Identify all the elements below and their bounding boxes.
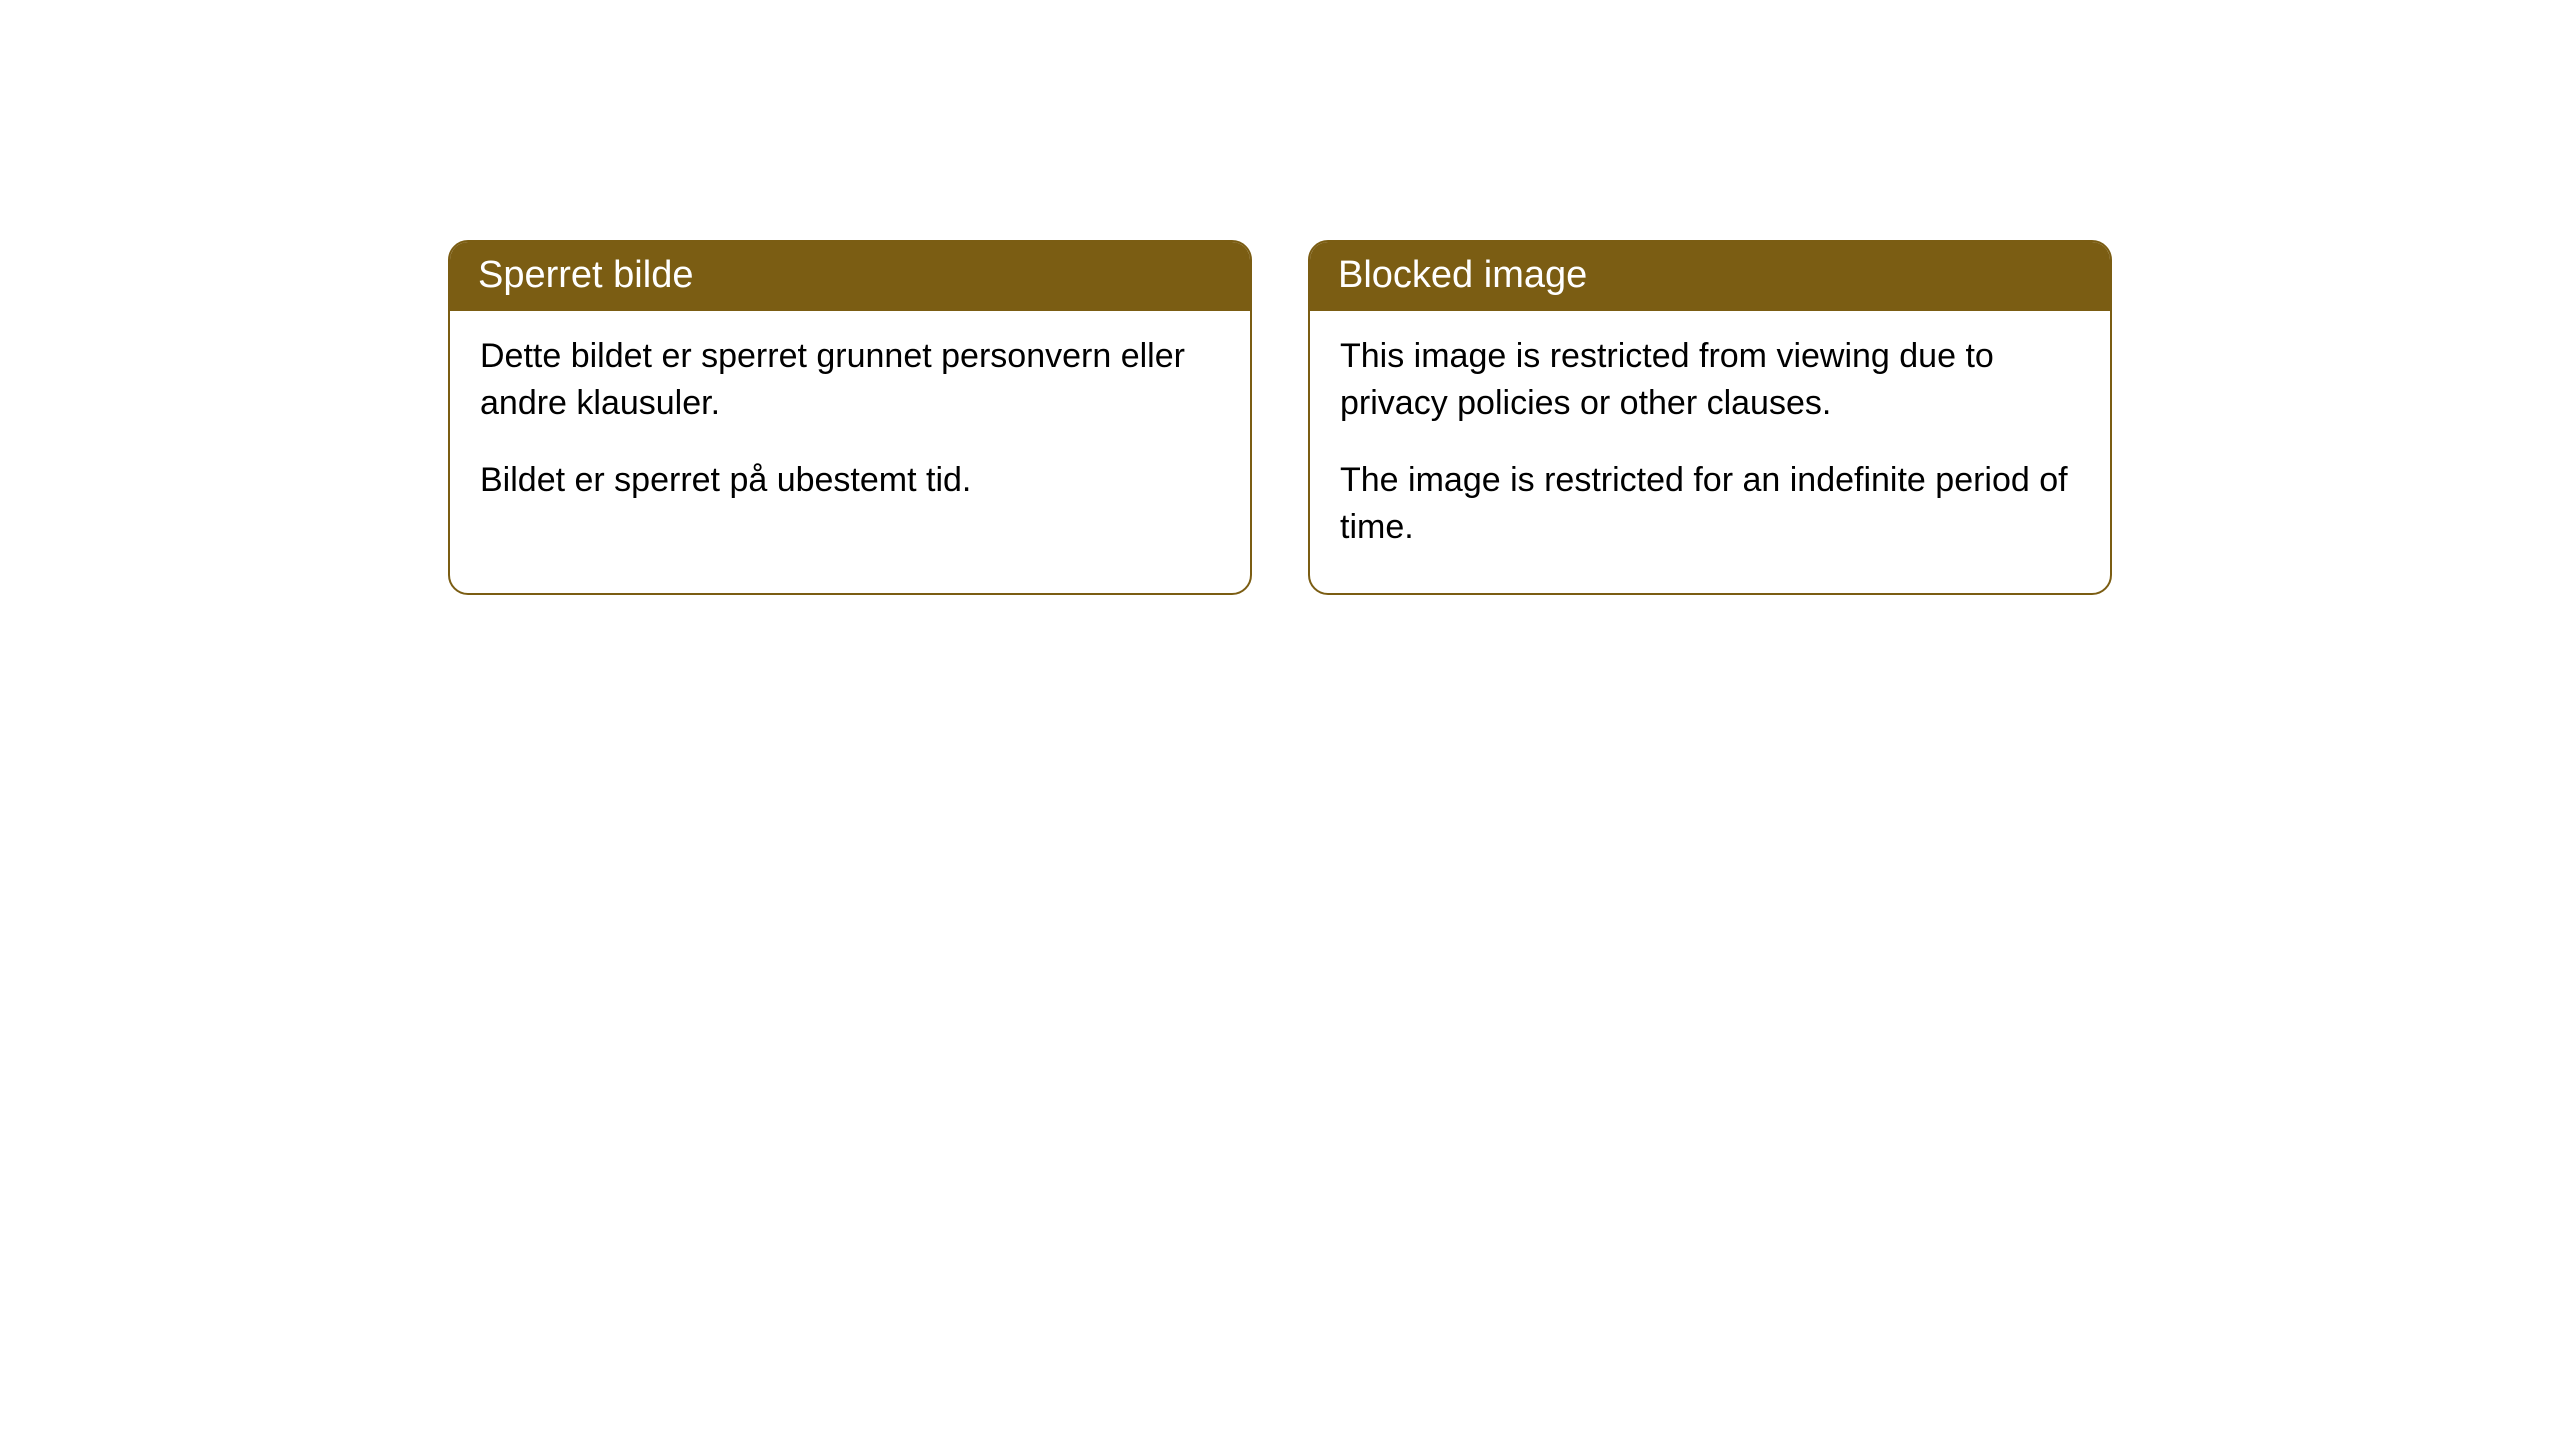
card-header: Blocked image	[1310, 242, 2110, 311]
card-paragraph: The image is restricted for an indefinit…	[1340, 457, 2080, 551]
card-header: Sperret bilde	[450, 242, 1250, 311]
card-body: Dette bildet er sperret grunnet personve…	[450, 311, 1250, 546]
card-title: Blocked image	[1338, 254, 1587, 296]
notice-cards-container: Sperret bilde Dette bildet er sperret gr…	[0, 0, 2560, 595]
card-title: Sperret bilde	[478, 254, 693, 296]
card-body: This image is restricted from viewing du…	[1310, 311, 2110, 593]
card-paragraph: Dette bildet er sperret grunnet personve…	[480, 333, 1220, 427]
notice-card-norwegian: Sperret bilde Dette bildet er sperret gr…	[448, 240, 1252, 595]
notice-card-english: Blocked image This image is restricted f…	[1308, 240, 2112, 595]
card-paragraph: This image is restricted from viewing du…	[1340, 333, 2080, 427]
card-paragraph: Bildet er sperret på ubestemt tid.	[480, 457, 1220, 504]
